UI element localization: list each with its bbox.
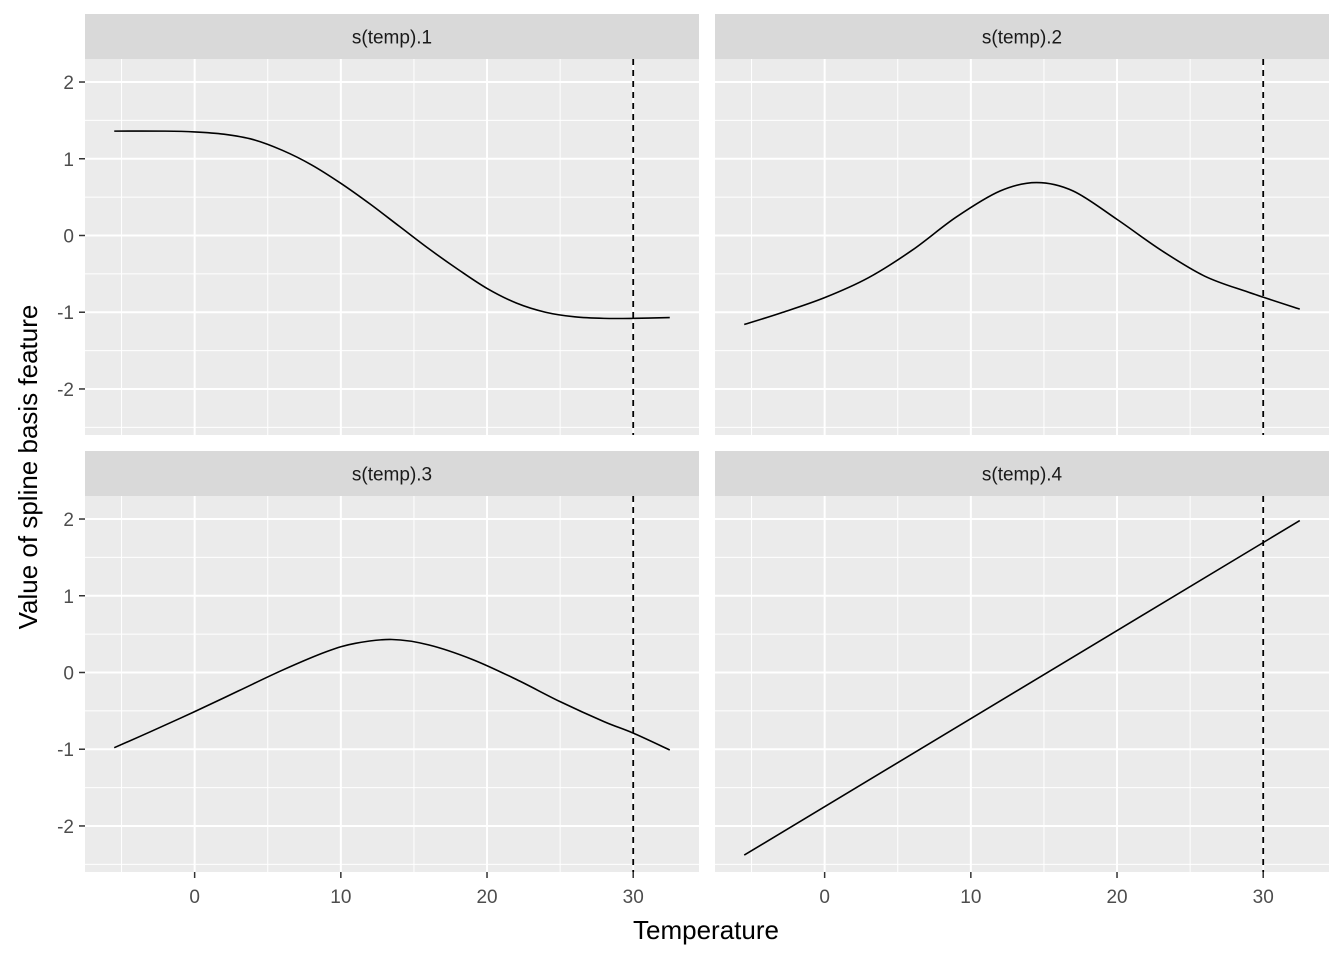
facet-panel: s(temp).3 — [85, 451, 699, 872]
panel-background — [715, 496, 1329, 872]
facet-strip — [715, 14, 1329, 59]
y-tick-label: 0 — [63, 663, 74, 684]
series-line — [114, 130, 670, 320]
x-tick-label: 20 — [1106, 887, 1127, 908]
y-tick-label: -2 — [57, 817, 74, 838]
facet-strip-label: s(temp).1 — [352, 28, 432, 49]
facet-strip — [85, 14, 699, 59]
x-tick-label: 0 — [819, 887, 830, 908]
x-axis-title: Temperature — [633, 915, 779, 945]
y-axis-title: Value of spline basis feature — [13, 305, 43, 630]
series-line — [113, 638, 671, 751]
facet-strip-label: s(temp).3 — [352, 465, 432, 486]
series-line — [743, 181, 1301, 326]
y-tick-label: -2 — [57, 380, 74, 401]
panel-background — [85, 496, 699, 872]
panel-background — [85, 59, 699, 435]
x-tick-label: 30 — [623, 887, 644, 908]
y-tick-label: 1 — [63, 150, 74, 171]
facet-panels: s(temp).1 s(temp).2 s(temp).3 s(temp).4 — [85, 14, 1329, 872]
y-tick-label: 2 — [63, 73, 74, 94]
y-tick-label: 0 — [63, 226, 74, 247]
facet-strip-label: s(temp).2 — [982, 28, 1062, 49]
y-tick-label: -1 — [57, 303, 74, 324]
series-line — [743, 519, 1301, 856]
x-tick-label: 30 — [1253, 887, 1274, 908]
x-tick-label: 10 — [960, 887, 981, 908]
facet-panel: s(temp).1 — [85, 14, 699, 435]
facet-panel: s(temp).4 — [715, 451, 1329, 872]
x-tick-label: 10 — [330, 887, 351, 908]
x-tick-label: 20 — [476, 887, 497, 908]
y-tick-label: -1 — [57, 740, 74, 761]
facet-strip — [85, 451, 699, 496]
x-tick-label: 0 — [189, 887, 200, 908]
facet-strip-label: s(temp).4 — [982, 465, 1063, 486]
facet-panel: s(temp).2 — [715, 14, 1329, 435]
facet-strip — [715, 451, 1329, 496]
y-tick-label: 2 — [63, 510, 74, 531]
panel-background — [715, 59, 1329, 435]
y-tick-label: 1 — [63, 587, 74, 608]
